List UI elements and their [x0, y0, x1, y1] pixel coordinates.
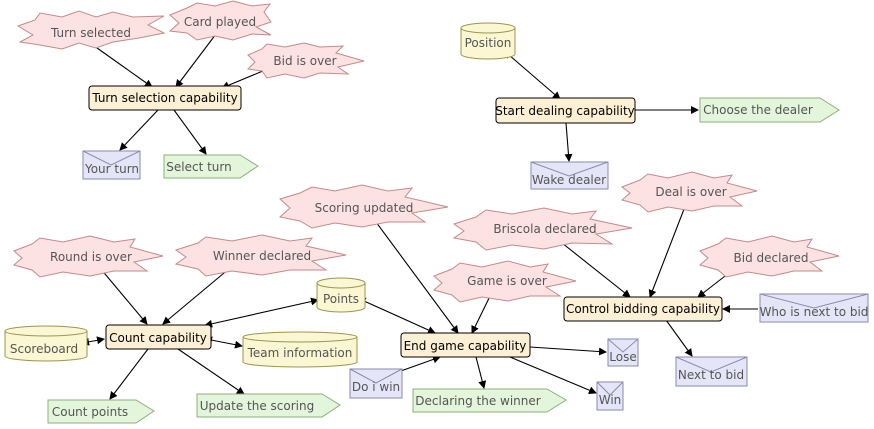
capability-label: Control bidding capability [566, 302, 720, 316]
belief-label: Team information [247, 346, 353, 360]
edge-turn-selection-to-select-turn [173, 109, 207, 155]
edge-end-game-to-declaring [475, 356, 487, 389]
message-your-turn: Your turn [82, 150, 141, 180]
capability-control-bidding: Control bidding capability [563, 296, 723, 322]
edge-count-to-update-scoring [177, 348, 245, 395]
capability-end-game: End game capability [400, 332, 531, 358]
event-bid-is-over: Bid is over [246, 42, 365, 79]
message-label: Next to bid [678, 368, 744, 382]
belief-label: Points [323, 292, 359, 306]
event-label: Game is over [467, 274, 547, 288]
message-lose: Lose [607, 338, 639, 367]
message-label: Win [599, 393, 622, 407]
edge-round-over-to-count [99, 267, 148, 325]
belief-team-information: Team information [242, 331, 358, 368]
belief-scoreboard: Scoreboard [4, 325, 88, 362]
event-label: Deal is over [655, 185, 726, 199]
belief-label: Scoreboard [10, 342, 78, 356]
event-label: Card played [184, 15, 256, 29]
capability-count: Count capability [105, 324, 212, 350]
event-round-is-over: Round is over [12, 235, 164, 278]
message-next-to-bid: Next to bid [675, 356, 748, 387]
edge-position-start-dealing [503, 50, 561, 100]
edge-count-team-information [204, 336, 243, 349]
action-count-points: Count points [47, 399, 155, 424]
action-label: Update the scoring [200, 399, 314, 413]
event-label: Briscola declared [493, 222, 596, 236]
event-briscola-declared: Briscola declared [452, 207, 633, 251]
edge-start-dealing-to-wake-dealer [564, 122, 573, 162]
belief-points: Points [316, 277, 366, 313]
edge-turn-selected-to-turn-selection [89, 42, 153, 88]
edge-briscola-to-control-bidding [561, 242, 631, 298]
edges [81, 33, 758, 400]
edge-end-game-to-win [509, 356, 597, 394]
capability-label: Start dealing capability [495, 104, 635, 118]
action-update-the-scoring: Update the scoring [196, 393, 341, 418]
action-label: Choose the dealer [703, 103, 813, 117]
action-choose-the-dealer: Choose the dealer [699, 97, 840, 123]
event-label: Turn selected [50, 26, 131, 40]
action-label: Declaring the winner [415, 394, 540, 408]
event-card-played: Card played [168, 0, 272, 41]
message-who-is-next-to-bid: Who is next to bid [759, 293, 869, 323]
action-select-turn: Select turn [163, 154, 259, 179]
edge-card-played-to-turn-selection [175, 33, 217, 88]
edge-control-bidding-to-next-to-bid [665, 319, 693, 357]
edge-game-over-to-end-game [471, 291, 493, 334]
event-scoring-updated: Scoring updated [278, 184, 449, 229]
event-label: Winner declared [213, 249, 311, 263]
action-declaring-the-winner: Declaring the winner [412, 388, 567, 413]
edge-count-scoreboard [81, 336, 105, 346]
message-label: Do i win [352, 380, 400, 394]
message-do-i-win: Do i win [349, 368, 403, 399]
belief-label: Position [465, 36, 512, 50]
event-winner-declared: Winner declared [174, 234, 347, 277]
message-label: Who is next to bid [760, 305, 869, 319]
capability-label: Turn selection capability [91, 91, 237, 105]
event-label: Round is over [50, 250, 132, 264]
event-label: Bid is over [273, 54, 336, 68]
action-label: Count points [52, 405, 128, 419]
event-label: Scoring updated [315, 201, 414, 215]
edge-count-points [204, 297, 319, 328]
edge-do-i-win-to-end-game [397, 355, 441, 373]
message-wake-dealer: Wake dealer [530, 161, 609, 190]
capability-turn-selection: Turn selection capability [88, 85, 242, 111]
message-label: Your turn [84, 162, 139, 176]
message-win: Win [596, 381, 624, 411]
capability-label: End game capability [404, 339, 527, 353]
message-label: Lose [609, 350, 636, 364]
event-label: Bid declared [734, 251, 809, 265]
edge-winner-declared-to-count [162, 267, 231, 325]
action-label: Select turn [166, 160, 231, 174]
edge-deal-over-to-control-bidding [648, 203, 687, 298]
event-deal-is-over: Deal is over [620, 171, 758, 213]
capability-start-dealing: Start dealing capability [495, 97, 636, 124]
capability-label: Count capability [109, 331, 207, 345]
edge-scoring-updated-to-end-game [375, 221, 459, 334]
edge-turn-selection-to-your-turn [119, 109, 159, 151]
edge-points-end-game [357, 297, 436, 334]
edge-end-game-to-lose [529, 346, 607, 356]
event-turn-selected: Turn selected [16, 10, 166, 50]
message-label: Wake dealer [532, 173, 606, 187]
event-game-is-over: Game is over [432, 260, 577, 303]
event-bid-declared: Bid declared [698, 235, 840, 278]
belief-position: Position [460, 22, 516, 60]
edge-count-to-count-points [109, 348, 149, 400]
